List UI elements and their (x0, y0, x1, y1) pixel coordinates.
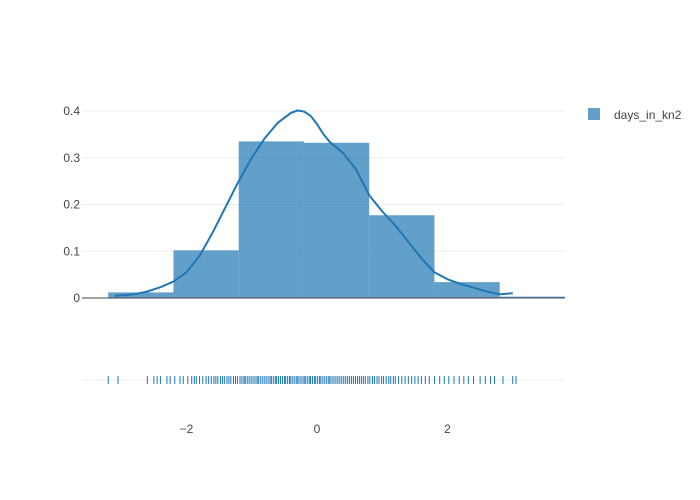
legend-swatch (588, 108, 600, 120)
legend[interactable]: days_in_kn2 (588, 108, 682, 122)
histogram-bar (499, 296, 565, 298)
kde-line (114, 109, 513, 297)
kde-curve (114, 109, 513, 297)
y-tick-label: 0.1 (63, 244, 80, 258)
rug-plot (107, 376, 517, 384)
x-tick-label: −2 (180, 422, 194, 436)
x-tick-labels: −2 0 2 (180, 422, 452, 436)
histogram-bar (434, 282, 500, 298)
legend-label: days_in_kn2 (614, 108, 682, 122)
histogram-bar (303, 142, 370, 298)
y-tick-label: 0.3 (63, 151, 80, 165)
histogram-bar (238, 141, 304, 298)
histogram-bar (369, 215, 435, 298)
y-tick-label: 0.4 (63, 104, 80, 118)
x-tick-label: 0 (314, 422, 321, 436)
y-tick-labels: 0 0.1 0.2 0.3 0.4 (63, 104, 80, 305)
histogram-bars (108, 141, 565, 298)
x-tick-label: 2 (444, 422, 451, 436)
histogram-bar (108, 292, 174, 298)
y-tick-label: 0 (73, 291, 80, 305)
y-tick-label: 0.2 (63, 198, 80, 212)
